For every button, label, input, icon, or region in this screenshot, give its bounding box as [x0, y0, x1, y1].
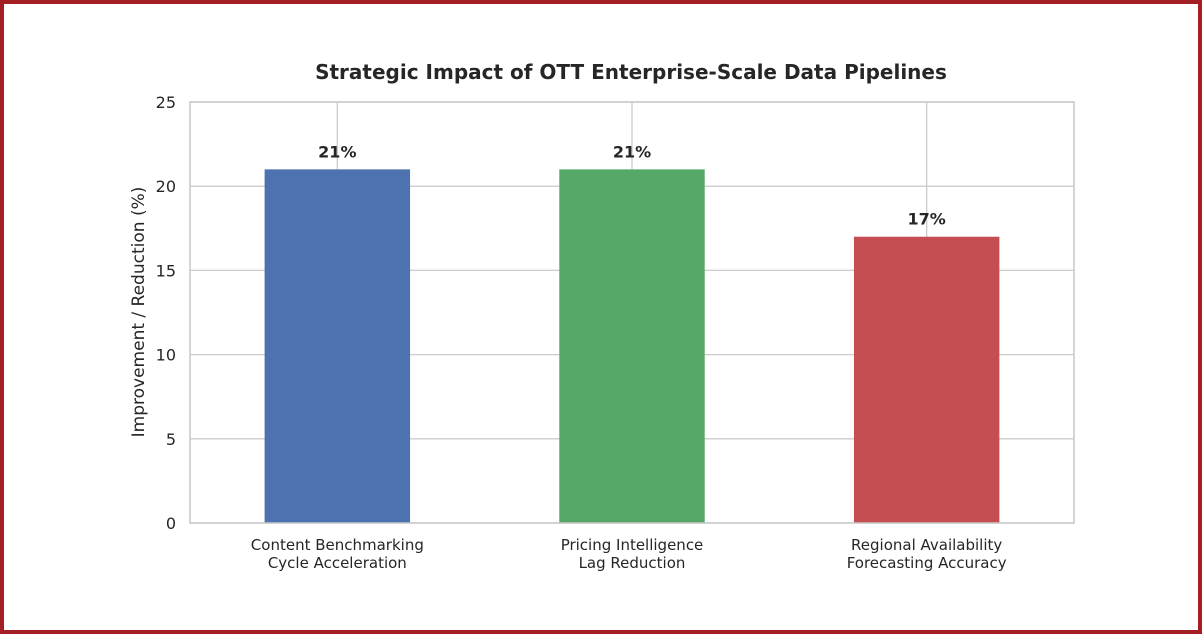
y-tick-label: 15 — [156, 261, 176, 280]
y-tick-label: 5 — [166, 430, 176, 449]
bar — [264, 169, 411, 524]
chart-title: Strategic Impact of OTT Enterprise-Scale… — [315, 60, 947, 84]
x-tick-label: Forecasting Accuracy — [847, 554, 1007, 572]
x-tick-label: Content Benchmarking — [251, 536, 424, 554]
bar-value-label: 21% — [318, 142, 356, 161]
y-tick-label: 0 — [166, 514, 176, 533]
bar — [853, 236, 1000, 523]
x-tick-label: Cycle Acceleration — [268, 554, 407, 572]
y-axis-label: Improvement / Reduction (%) — [129, 187, 149, 438]
x-tick-label: Lag Reduction — [579, 554, 686, 572]
bar — [559, 169, 705, 524]
bar-value-label: 17% — [908, 210, 946, 229]
y-tick-label: 25 — [156, 93, 176, 112]
y-tick-label: 10 — [156, 346, 176, 365]
y-tick-label: 20 — [156, 177, 176, 196]
x-tick-label: Pricing Intelligence — [561, 536, 704, 554]
x-tick-label: Regional Availability — [851, 536, 1002, 554]
plot-area-border — [189, 101, 1075, 524]
bar-value-label: 21% — [613, 142, 651, 161]
